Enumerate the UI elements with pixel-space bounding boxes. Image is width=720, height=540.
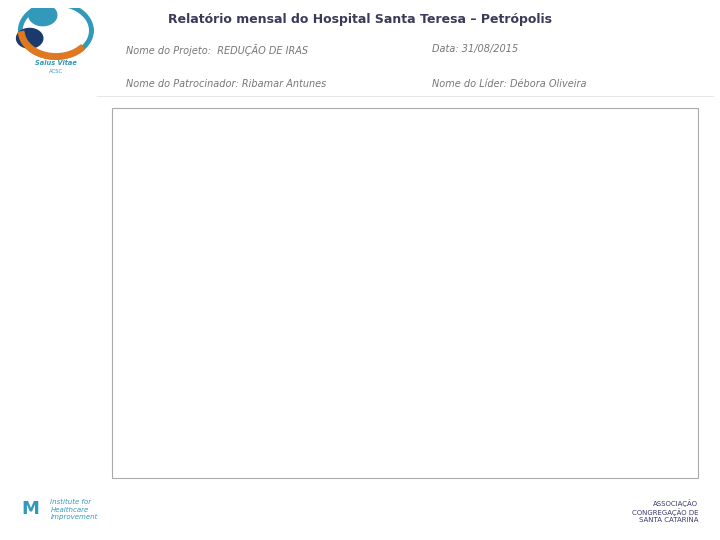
Text: 255: 255 bbox=[592, 403, 606, 412]
Text: Data: 31/08/2015: Data: 31/08/2015 bbox=[432, 44, 518, 54]
Polygon shape bbox=[29, 5, 57, 25]
Text: 885: 885 bbox=[462, 258, 477, 266]
Text: Relatório mensal do Hospital Santa Teresa – Petrópolis: Relatório mensal do Hospital Santa Teres… bbox=[168, 13, 552, 26]
Text: Salus Vitae: Salus Vitae bbox=[35, 60, 77, 66]
Polygon shape bbox=[17, 29, 42, 48]
Text: 552: 552 bbox=[527, 343, 541, 352]
Title: Densidade de Incidência de Infecção Primária da
Corrente Sanguínea Associada ao : Densidade de Incidência de Infecção Prim… bbox=[263, 129, 587, 157]
Legend: Meta IPCS 4,10, Média Atual IPCS 8,25, São Judas CVC: Meta IPCS 4,10, Média Atual IPCS 8,25, S… bbox=[562, 174, 673, 219]
Text: 11d7: 11d7 bbox=[204, 205, 223, 214]
Text: M: M bbox=[22, 500, 40, 517]
Text: Nome do Patrocinador: Ribamar Antunes: Nome do Patrocinador: Ribamar Antunes bbox=[126, 79, 326, 89]
Text: 562: 562 bbox=[397, 322, 412, 331]
Text: Nome do Líder: Débora Oliveira: Nome do Líder: Débora Oliveira bbox=[432, 79, 587, 89]
Text: Institute for
Healthcare
Improvement: Institute for Healthcare Improvement bbox=[50, 500, 98, 519]
Y-axis label: Pacientes com ITU/SVD: Pacientes com ITU/SVD bbox=[126, 253, 135, 357]
Text: 796: 796 bbox=[269, 294, 283, 303]
Text: 300: 300 bbox=[656, 375, 671, 384]
Text: Nome do Projeto:  REDUÇÃO DE IRAS: Nome do Projeto: REDUÇÃO DE IRAS bbox=[126, 44, 308, 56]
Text: ASSOCIAÇÃO
CONGREGAÇÃO DE
SANTA CATARINA: ASSOCIAÇÃO CONGREGAÇÃO DE SANTA CATARINA bbox=[632, 500, 698, 523]
Text: ACSC: ACSC bbox=[49, 69, 63, 74]
Text: 824: 824 bbox=[333, 269, 348, 279]
